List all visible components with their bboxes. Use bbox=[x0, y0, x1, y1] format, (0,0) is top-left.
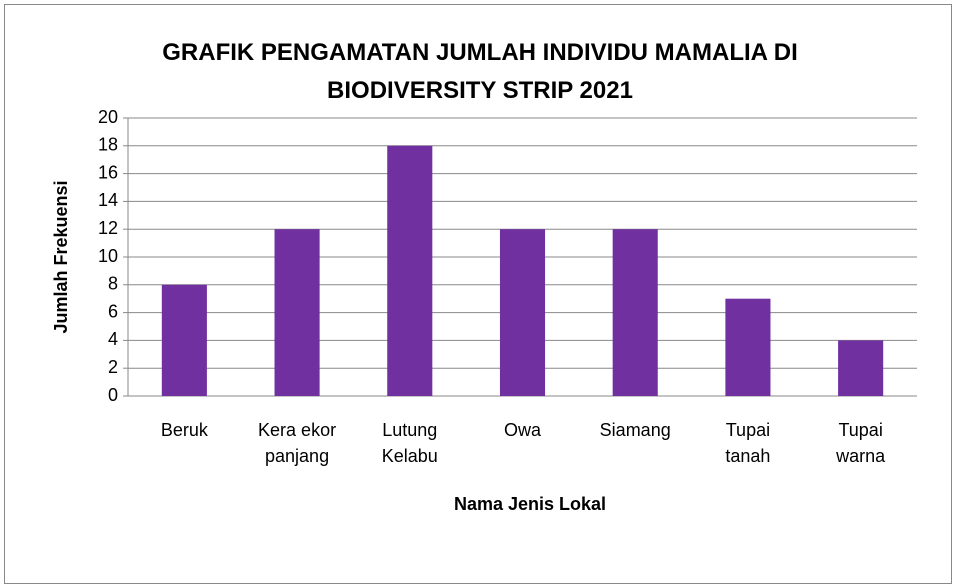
y-tick-label: 10 bbox=[98, 246, 118, 266]
x-tick-label: Owa bbox=[503, 420, 541, 440]
y-axis-label: Jumlah Frekuensi bbox=[51, 180, 71, 333]
bar bbox=[274, 229, 320, 396]
y-tick-label: 16 bbox=[98, 162, 118, 182]
x-tick-label: Lutung Kelabu bbox=[381, 420, 438, 466]
y-tick-label: 14 bbox=[98, 190, 118, 210]
x-tick-label: Siamang bbox=[599, 420, 671, 440]
bar bbox=[725, 298, 771, 396]
y-tick-label: 8 bbox=[108, 274, 118, 294]
bar bbox=[838, 340, 884, 396]
y-tick-label: 2 bbox=[108, 357, 118, 377]
x-tick-label: Kera ekor panjang bbox=[258, 420, 337, 466]
x-tick-label: Tupai warna bbox=[836, 420, 886, 466]
bar bbox=[387, 145, 433, 396]
bar bbox=[499, 229, 546, 396]
y-tick-label: 0 bbox=[108, 385, 118, 405]
x-tick-label: Tupai tanah bbox=[725, 420, 771, 466]
chart-title: GRAFIK PENGAMATAN JUMLAH INDIVIDU MAMALI… bbox=[162, 39, 798, 104]
y-tick-label: 18 bbox=[98, 135, 118, 155]
y-tick-label: 4 bbox=[108, 329, 118, 349]
x-tick-label: Beruk bbox=[160, 420, 208, 440]
y-tick-label: 12 bbox=[98, 218, 118, 238]
bar bbox=[161, 284, 207, 396]
y-tick-label: 20 bbox=[98, 107, 118, 127]
y-tick-label: 6 bbox=[108, 301, 118, 321]
x-axis-label: Nama Jenis Lokal bbox=[453, 494, 607, 514]
bar bbox=[612, 229, 658, 396]
